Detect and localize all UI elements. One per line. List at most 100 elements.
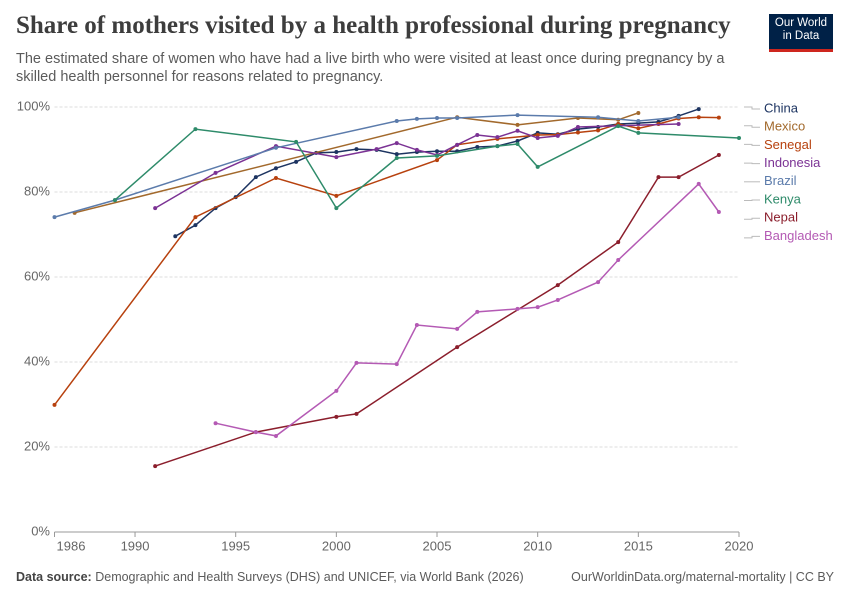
data-point <box>716 115 721 120</box>
legend-connector <box>744 125 760 128</box>
data-point <box>676 175 681 180</box>
legend-connector <box>744 106 760 110</box>
data-point <box>616 124 621 129</box>
data-point <box>193 215 198 220</box>
data-point <box>52 402 57 407</box>
x-tick-label: 1990 <box>121 538 150 553</box>
data-point <box>334 193 339 198</box>
x-tick-label: 1986 <box>57 538 86 553</box>
data-point <box>455 326 460 331</box>
series-line <box>215 182 720 437</box>
data-point <box>394 141 399 146</box>
y-tick-label: 40% <box>24 353 50 368</box>
data-point <box>213 170 218 175</box>
data-point <box>515 141 520 146</box>
data-point <box>515 128 520 133</box>
data-point <box>636 110 641 115</box>
data-point <box>596 280 601 285</box>
data-point <box>515 122 520 127</box>
x-tick-label: 2000 <box>322 538 351 553</box>
series-line <box>54 114 679 218</box>
data-point <box>475 309 480 314</box>
data-point <box>535 164 540 169</box>
legend-label: Senegal <box>764 137 812 152</box>
legend-connector <box>744 217 760 220</box>
x-tick-label: 2020 <box>725 538 754 553</box>
data-point <box>253 430 258 435</box>
y-tick-label: 20% <box>24 438 50 453</box>
data-point <box>294 159 299 164</box>
footer-url[interactable]: OurWorldinData.org/maternal-mortality | … <box>571 570 834 584</box>
source-label: Data source: <box>16 570 92 584</box>
legend-label: Mexico <box>764 119 805 134</box>
data-point <box>515 306 520 311</box>
data-point <box>656 175 661 180</box>
legend-connector <box>744 162 760 165</box>
data-point <box>616 240 621 245</box>
logo-text: in Data <box>782 30 820 42</box>
chart-title: Share of mothers visited by a health pro… <box>16 12 731 39</box>
data-point <box>394 119 399 124</box>
data-point <box>374 147 379 152</box>
data-point <box>696 115 701 120</box>
data-point <box>636 126 641 131</box>
data-point <box>52 215 57 220</box>
data-point <box>173 234 178 239</box>
data-point <box>153 206 158 211</box>
data-point <box>112 198 117 203</box>
series-line <box>154 123 679 209</box>
data-point <box>475 133 480 138</box>
logo[interactable]: Our World in Data <box>769 14 833 52</box>
data-point <box>193 127 198 132</box>
data-point <box>334 414 339 419</box>
data-point <box>596 115 601 120</box>
data-point <box>253 175 258 180</box>
y-tick-label: 100% <box>17 98 51 113</box>
data-point <box>636 130 641 135</box>
source: Demographic and Health Surveys (DHS) and… <box>95 570 524 584</box>
data-point <box>294 139 299 144</box>
series-line <box>174 108 699 237</box>
legend-connector <box>744 199 760 201</box>
data-point <box>696 181 701 186</box>
data-point <box>575 130 580 135</box>
data-point <box>334 388 339 393</box>
logo-text: Our World <box>774 17 828 29</box>
legend-connector <box>744 143 760 146</box>
footer: Data source: Demographic and Health Surv… <box>16 570 834 584</box>
data-point <box>455 345 460 350</box>
data-point <box>596 128 601 133</box>
data-point <box>616 258 621 262</box>
legend-label: Indonesia <box>764 155 821 170</box>
y-tick-label: 60% <box>24 268 50 283</box>
data-point <box>455 116 460 121</box>
data-point <box>495 144 500 149</box>
data-point <box>555 283 560 288</box>
data-point <box>435 158 440 163</box>
data-point <box>414 116 419 121</box>
data-point <box>354 360 359 365</box>
data-point <box>435 149 440 154</box>
chart-subtitle: The estimated share of women who have ha… <box>16 51 725 85</box>
data-point <box>535 133 540 138</box>
data-point <box>414 323 419 328</box>
data-point <box>153 464 158 469</box>
data-point <box>676 122 681 126</box>
data-point <box>676 115 681 120</box>
data-point <box>414 147 419 152</box>
legend-label: Kenya <box>764 191 802 206</box>
data-point <box>535 136 540 141</box>
data-point <box>535 305 540 310</box>
series-line <box>114 125 740 210</box>
x-tick-label: 1995 <box>221 538 250 553</box>
data-point <box>334 155 339 160</box>
data-point <box>354 411 359 416</box>
legend-label: China <box>764 100 799 115</box>
data-point <box>334 150 339 155</box>
series-line <box>74 112 639 214</box>
data-point <box>435 153 440 158</box>
data-point <box>394 362 399 367</box>
data-point <box>273 175 278 180</box>
